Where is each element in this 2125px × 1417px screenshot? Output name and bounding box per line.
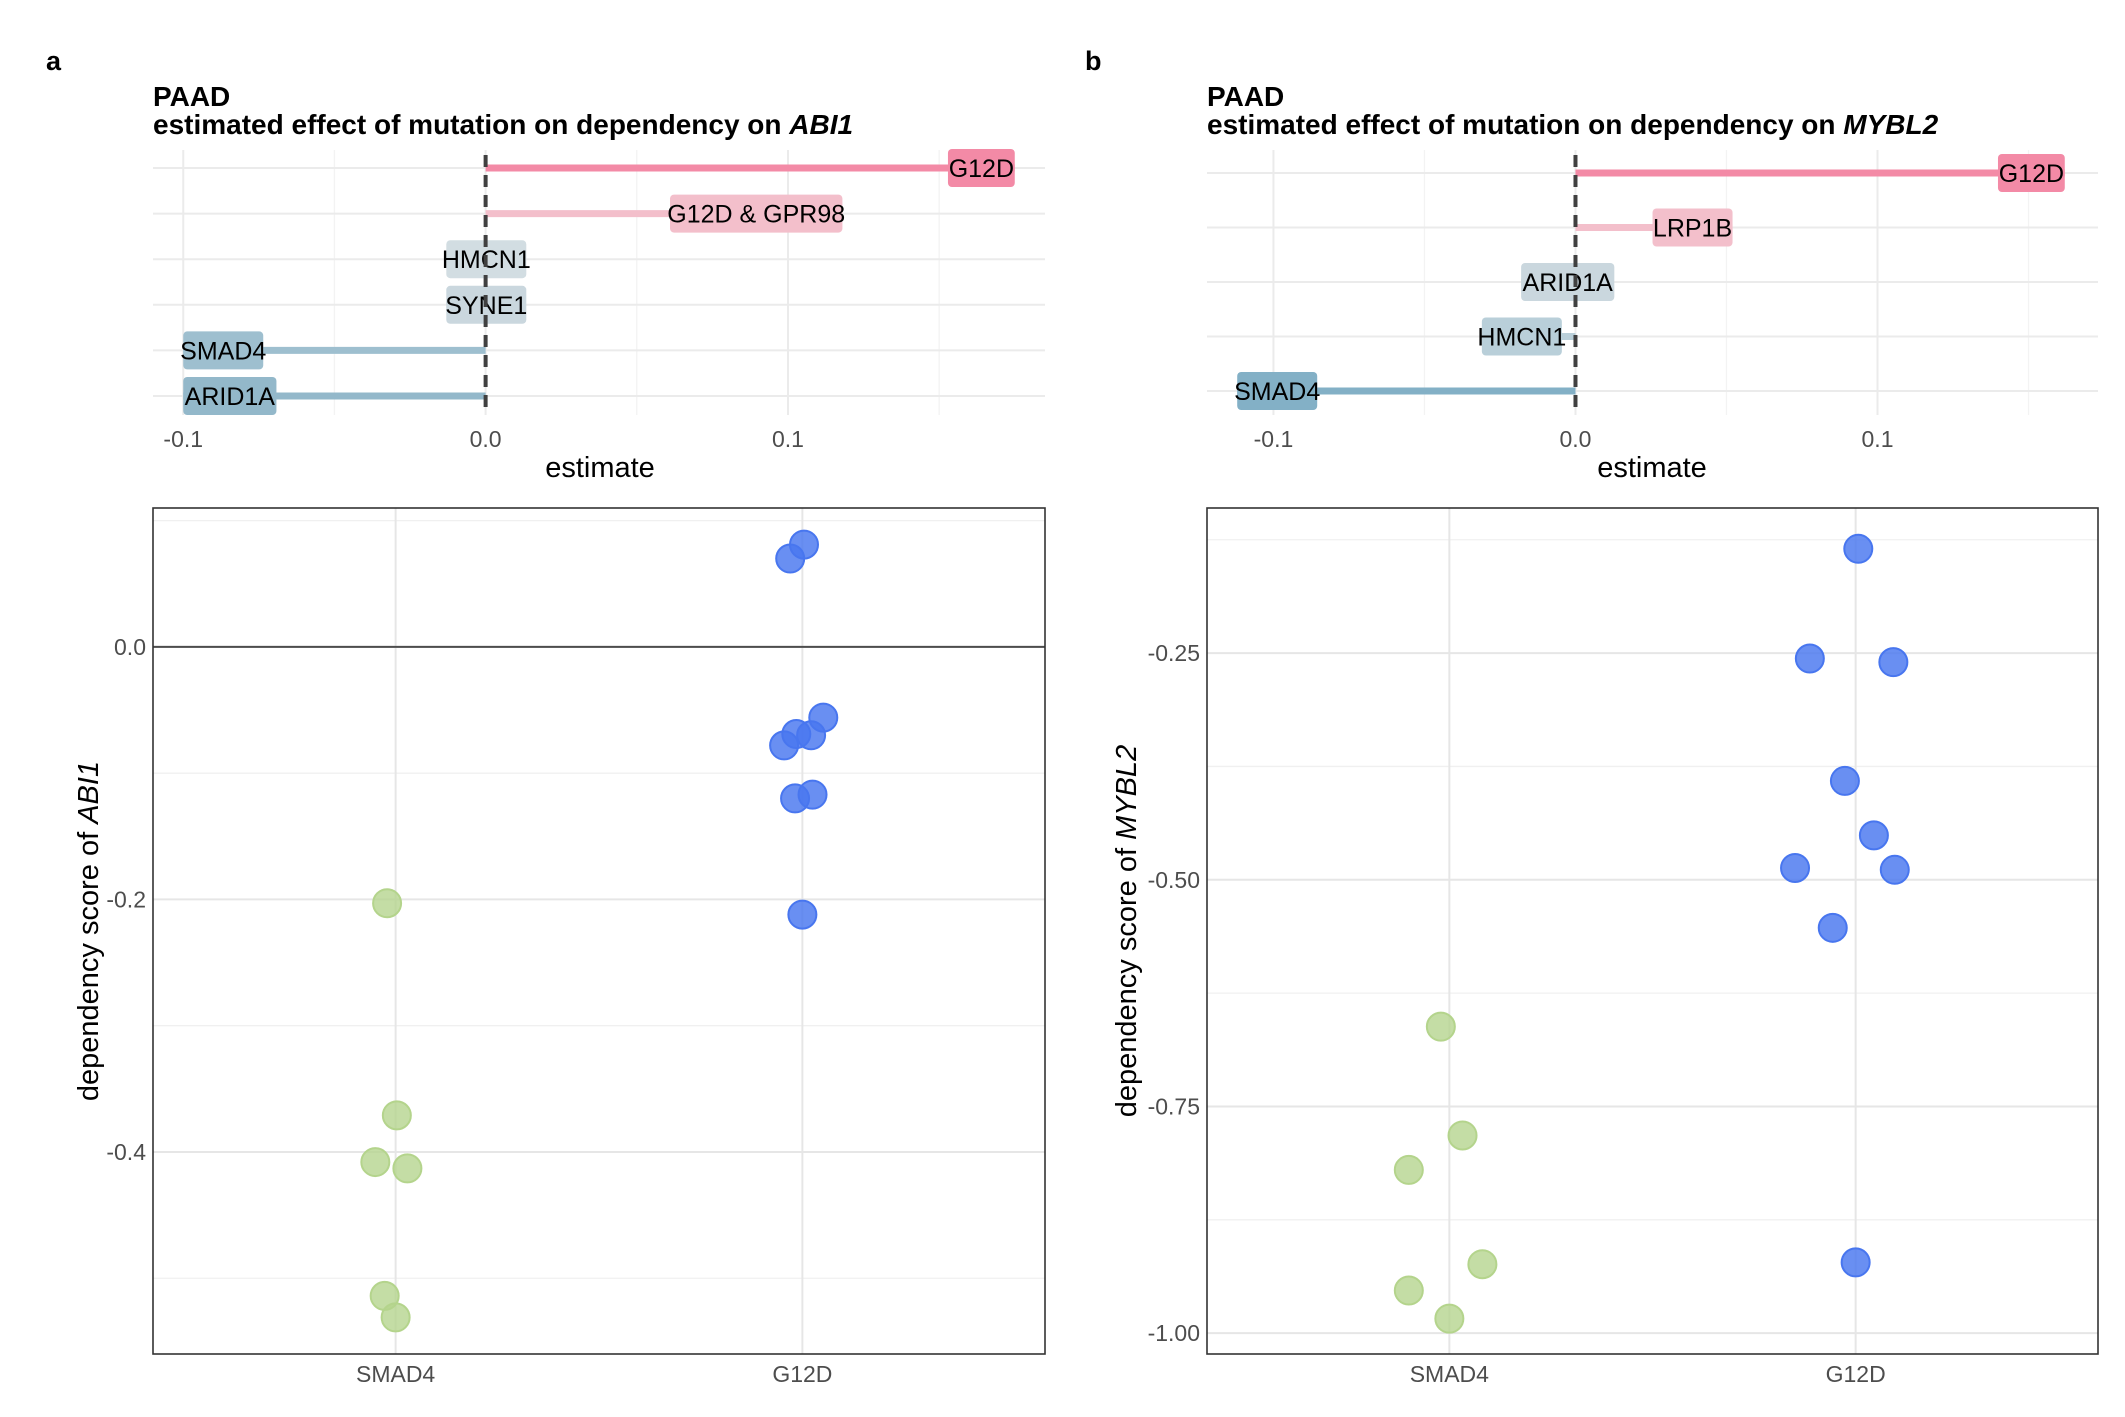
- point-g12d: [1840, 1247, 1871, 1278]
- panel-a: a PAAD estimated effect of mutation on d…: [46, 46, 1046, 1387]
- y-tick-label: -1.00: [1148, 1320, 1200, 1346]
- y-tick-label: -0.2: [106, 886, 146, 912]
- label-text: LRP1B: [1653, 215, 1732, 243]
- label-box: [1521, 263, 1615, 301]
- panel-a-title: PAAD: [153, 81, 230, 112]
- label-box: [670, 194, 843, 233]
- label-text: ARID1A: [1523, 269, 1614, 297]
- point-smad4: [372, 888, 403, 919]
- x-tick-label: 0.1: [772, 426, 804, 452]
- point-smad4: [1467, 1249, 1498, 1280]
- x-tick-label: 0.1: [1862, 426, 1894, 452]
- label-text: ARID1A: [185, 383, 276, 411]
- x-tick-label-g12d: G12D: [772, 1361, 832, 1387]
- point-g12d: [1780, 852, 1811, 883]
- bar-label-hmcn1: HMCN1: [442, 240, 531, 279]
- point-smad4: [1447, 1120, 1478, 1151]
- point-g12d: [788, 529, 819, 560]
- panel-b-estimate-chart: G12D LRP1B ARID1A HMCN1 SMAD4 -0.1 0.0 0.1 estim…: [1207, 150, 2098, 484]
- y-tick-label: 0.0: [114, 634, 146, 660]
- point-g12d: [1858, 820, 1889, 851]
- x-tick-label: -0.1: [163, 426, 203, 452]
- point-smad4: [392, 1153, 423, 1184]
- label-box: [947, 149, 1015, 187]
- plot-frame: [152, 507, 1046, 1355]
- panel-b-title: PAAD: [1207, 81, 1284, 112]
- y-tick-label: -0.4: [106, 1139, 146, 1165]
- point-g12d: [797, 779, 828, 810]
- x-tick-label: -0.1: [1254, 426, 1294, 452]
- point-g12d: [1879, 854, 1910, 885]
- label-box: [183, 377, 277, 415]
- x-tick-label-smad4: SMAD4: [1410, 1361, 1489, 1387]
- label-text: G12D: [1999, 160, 2064, 188]
- panel-b-dependency-chart: -0.25 -0.50 -0.75 -1.00 SMAD4 G12D dependency …: [1111, 507, 2099, 1387]
- label-box: [1481, 317, 1562, 356]
- x-axis-title: estimate: [545, 452, 655, 484]
- point-smad4: [381, 1100, 412, 1131]
- point-g12d: [1817, 912, 1848, 943]
- point-g12d: [796, 720, 827, 751]
- y-axis-title: dependency score of ABI1: [73, 761, 105, 1101]
- point-smad4: [380, 1302, 411, 1333]
- y-tick-label: -0.50: [1148, 867, 1200, 893]
- bar-label-g12d-gpr98: G12D & GPR98: [667, 194, 845, 233]
- point-smad4: [1425, 1011, 1456, 1042]
- point-smad4: [1393, 1275, 1424, 1306]
- panel-b-subtitle: estimated effect of mutation on dependen…: [1207, 109, 1939, 140]
- x-tick-label: 0.0: [470, 426, 502, 452]
- point-g12d: [1843, 533, 1874, 564]
- x-tick-label: 0.0: [1559, 426, 1591, 452]
- panel-a-subtitle: estimated effect of mutation on dependen…: [153, 109, 853, 140]
- bar-label-lrp1b: LRP1B: [1652, 208, 1733, 247]
- x-tick-label-g12d: G12D: [1826, 1361, 1886, 1387]
- panel-letter-b: b: [1085, 46, 1102, 76]
- label-text: G12D & GPR98: [667, 201, 845, 229]
- panel-b: b PAAD estimated effect of mutation on d…: [1085, 46, 2099, 1387]
- label-box: [1997, 154, 2065, 192]
- label-text: HMCN1: [1477, 324, 1566, 352]
- bar-label-g12d: G12D: [947, 149, 1015, 187]
- label-box: [1237, 372, 1318, 410]
- point-smad4: [1393, 1154, 1424, 1185]
- point-smad4: [360, 1147, 391, 1178]
- point-smad4: [1434, 1303, 1465, 1334]
- bar-label-g12d: G12D: [1997, 154, 2065, 192]
- x-axis-title: estimate: [1597, 452, 1707, 484]
- point-g12d: [1794, 643, 1825, 674]
- bar-label-smad4: SMAD4: [1234, 372, 1320, 410]
- bar-label-smad4: SMAD4: [180, 331, 266, 370]
- label-box: [183, 331, 264, 370]
- y-tick-label: -0.25: [1148, 640, 1200, 666]
- bar-label-arid1a: ARID1A: [1521, 263, 1615, 301]
- y-axis-title: dependency score of MYBL2: [1111, 745, 1143, 1117]
- bar-label-hmcn1: HMCN1: [1477, 317, 1566, 356]
- point-g12d: [1878, 647, 1909, 678]
- bar-label-arid1a: ARID1A: [183, 377, 277, 415]
- label-text: SMAD4: [1234, 378, 1320, 406]
- plot-frame: [1206, 507, 2099, 1355]
- point-g12d: [1829, 765, 1860, 796]
- point-g12d: [787, 899, 818, 930]
- label-text: SMAD4: [180, 337, 266, 365]
- panel-a-dependency-chart: 0.0 -0.2 -0.4 SMAD4 G12D dependency score of …: [73, 507, 1046, 1387]
- label-text: G12D: [949, 155, 1014, 183]
- x-tick-label-smad4: SMAD4: [356, 1361, 435, 1387]
- label-box: [1652, 208, 1733, 247]
- panel-letter-a: a: [46, 46, 62, 76]
- y-tick-label: -0.75: [1148, 1093, 1200, 1119]
